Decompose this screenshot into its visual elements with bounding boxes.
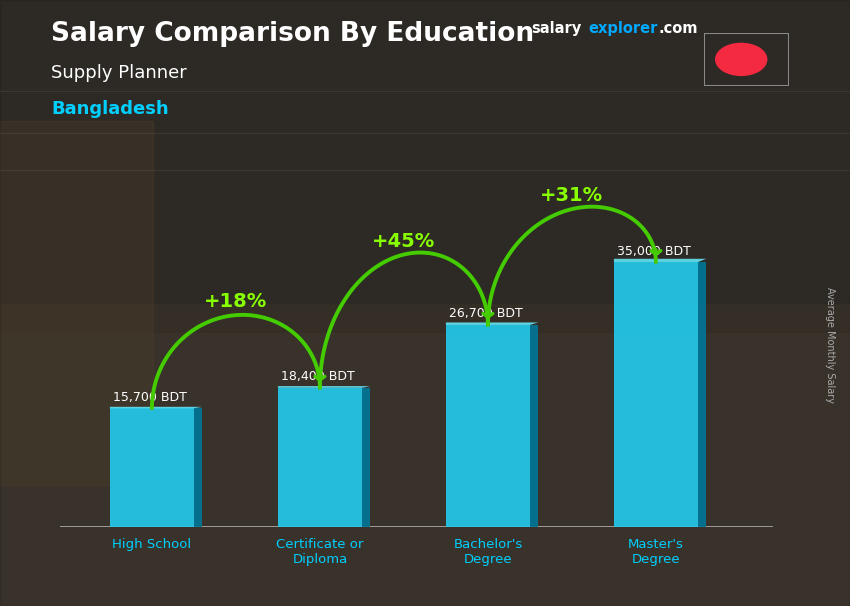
Circle shape xyxy=(716,44,767,75)
Text: .com: .com xyxy=(659,21,698,36)
Polygon shape xyxy=(362,388,371,527)
Text: explorer: explorer xyxy=(588,21,658,36)
Polygon shape xyxy=(698,262,706,527)
Polygon shape xyxy=(278,388,362,527)
Text: +45%: +45% xyxy=(372,231,435,251)
Polygon shape xyxy=(614,259,706,262)
Polygon shape xyxy=(110,407,202,408)
Bar xyxy=(0,121,153,485)
Text: 35,000 BDT: 35,000 BDT xyxy=(617,245,691,258)
Text: salary: salary xyxy=(531,21,581,36)
Bar xyxy=(0,0,850,303)
Text: Bangladesh: Bangladesh xyxy=(51,100,168,118)
Polygon shape xyxy=(530,325,538,527)
Polygon shape xyxy=(614,262,698,527)
Text: 15,700 BDT: 15,700 BDT xyxy=(113,391,187,404)
Text: +31%: +31% xyxy=(541,186,604,205)
Text: Salary Comparison By Education: Salary Comparison By Education xyxy=(51,21,534,47)
Polygon shape xyxy=(446,325,530,527)
Polygon shape xyxy=(110,408,194,527)
Text: Average Monthly Salary: Average Monthly Salary xyxy=(824,287,835,404)
Text: 18,400 BDT: 18,400 BDT xyxy=(281,370,355,383)
Polygon shape xyxy=(446,322,538,325)
Polygon shape xyxy=(278,386,371,388)
Text: 26,700 BDT: 26,700 BDT xyxy=(450,307,523,321)
Text: Supply Planner: Supply Planner xyxy=(51,64,187,82)
Polygon shape xyxy=(194,408,202,527)
Text: +18%: +18% xyxy=(204,292,268,311)
Bar xyxy=(0,333,850,606)
